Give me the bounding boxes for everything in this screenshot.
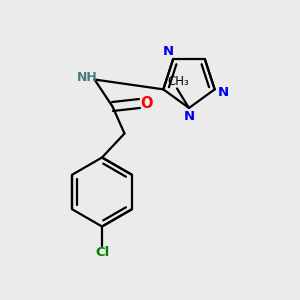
Text: O: O: [140, 96, 152, 111]
Text: N: N: [218, 85, 229, 99]
Text: CH₃: CH₃: [168, 75, 189, 88]
Text: NH: NH: [76, 70, 98, 84]
Text: Cl: Cl: [95, 246, 109, 259]
Text: N: N: [183, 110, 195, 124]
Text: N: N: [162, 45, 173, 58]
